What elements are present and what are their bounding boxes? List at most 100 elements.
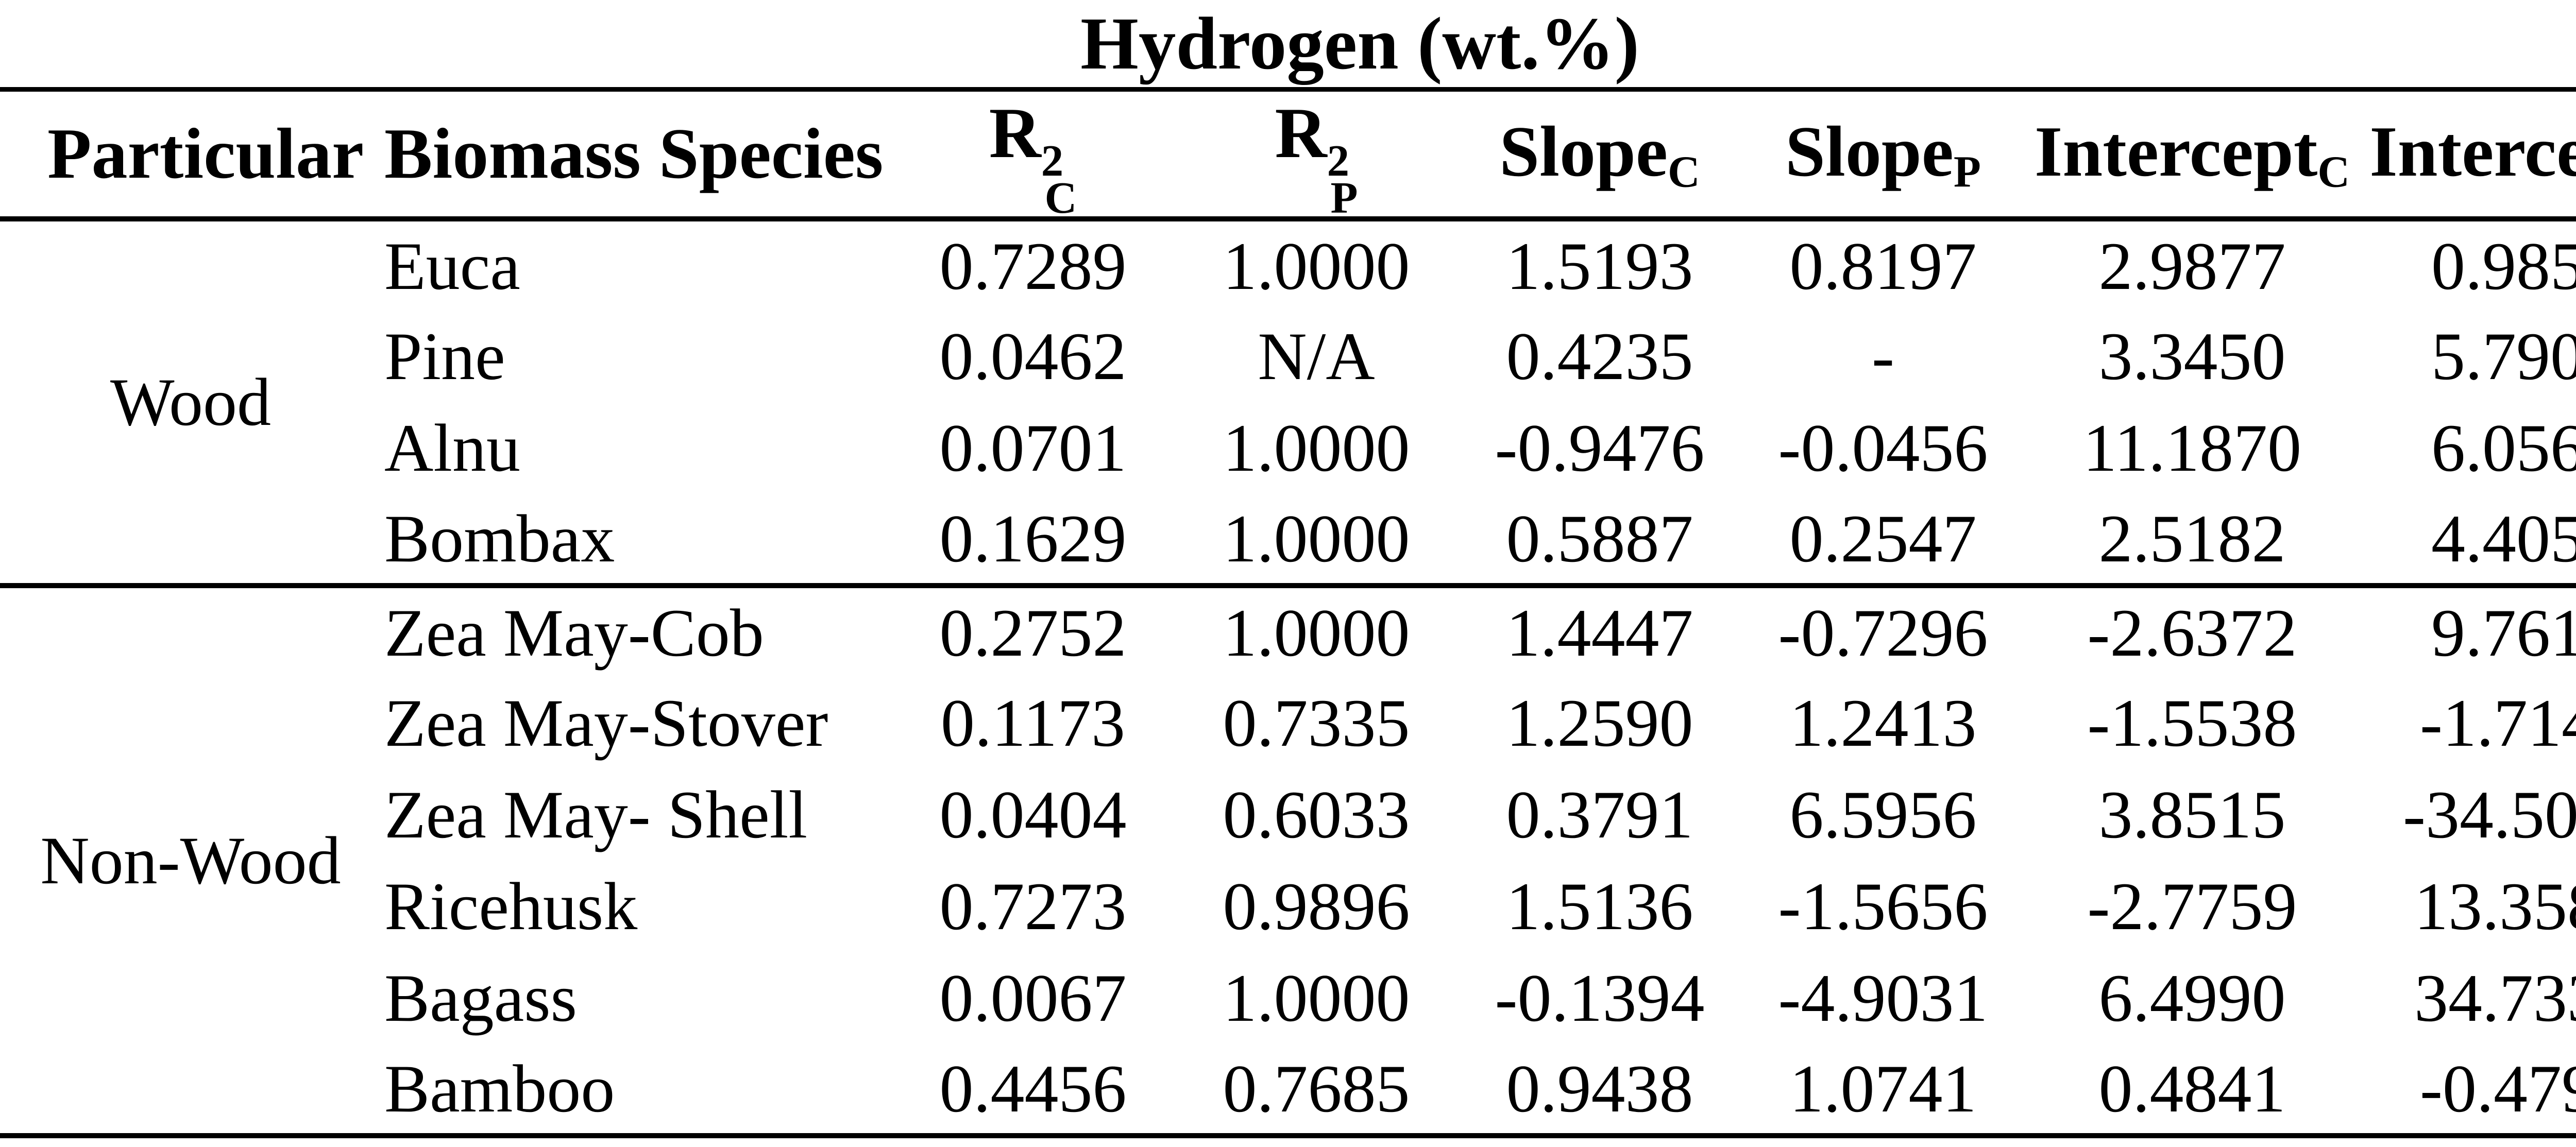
cell-r2c: 0.0462 (939, 318, 1127, 395)
page-title: Hydrogen (wt.%) (0, 0, 2576, 92)
cell-species: Ricehusk (384, 868, 638, 945)
cell-interceptc: 3.8515 (2098, 777, 2286, 853)
cell-interceptc: 11.1870 (2082, 410, 2302, 486)
cell-interceptp: 5.7900 (2431, 318, 2576, 395)
cell-slopep: 0.8197 (1789, 228, 1977, 304)
cell-slopec: 0.3791 (1506, 777, 1693, 853)
group-label-wood: Wood (0, 218, 381, 588)
cell-r2c: 0.0701 (939, 410, 1127, 486)
header-slopec: SlopeC (1458, 92, 1741, 221)
cell-r2p: 1.0000 (1175, 493, 1458, 588)
cell-species: Alnu (384, 410, 520, 486)
header-interceptc-sub: C (2317, 147, 2350, 197)
cell-r2p: 1.0000 (1223, 410, 1410, 486)
cell-slopec: 1.2590 (1506, 685, 1693, 761)
header-r2p-sup: 2 (1327, 136, 1349, 186)
cell-r2p: 0.7685 (1175, 1043, 1458, 1138)
cell-interceptp: 9.7617 (2431, 594, 2576, 671)
cell-interceptp: 13.3580 (2414, 868, 2576, 945)
table-row: Pine 0.0462 N/A 0.4235 - 3.3450 5.7900 (0, 311, 2576, 402)
cell-slopec: 0.9438 (1458, 1043, 1741, 1138)
cell-slopec: -0.9476 (1495, 410, 1705, 486)
cell-species: Euca (384, 228, 520, 304)
cell-slopep: - (1872, 318, 1894, 395)
header-slopep-base: Slope (1785, 112, 1954, 192)
cell-slopep: -0.7296 (1778, 594, 1988, 671)
table-row: Zea May- Shell 0.0404 0.6033 0.3791 6.59… (0, 769, 2576, 861)
cell-slopec: 1.5193 (1506, 228, 1693, 304)
table-row: Ricehusk 0.7273 0.9896 1.5136 -1.5656 -2… (0, 861, 2576, 952)
group-label-non-wood: Non-Wood (0, 585, 381, 1138)
header-interceptp-base: Intercept (2369, 112, 2576, 192)
cell-r2p: 0.6033 (1223, 777, 1410, 853)
cell-r2c: 0.4456 (891, 1043, 1175, 1138)
cell-interceptc: 3.3450 (2098, 318, 2286, 395)
header-interceptc: InterceptC (2025, 92, 2360, 221)
cell-slopep: 6.5956 (1789, 777, 1977, 853)
header-r2c-base: R (989, 93, 1041, 173)
cell-slopec: 0.5887 (1458, 493, 1741, 588)
cell-interceptc: 6.4990 (2098, 960, 2286, 1036)
cell-r2p: 1.0000 (1223, 228, 1410, 304)
cell-r2c: 0.7273 (939, 868, 1127, 945)
table-row: Alnu 0.0701 1.0000 -0.9476 -0.0456 11.18… (0, 402, 2576, 494)
table-row: Bamboo 0.4456 0.7685 0.9438 1.0741 0.484… (0, 1043, 2576, 1138)
cell-interceptp: 34.7330 (2414, 960, 2576, 1036)
table-row: Non-Wood Zea May-Cob 0.2752 1.0000 1.444… (0, 585, 2576, 1138)
cell-interceptc: -1.5538 (2087, 685, 2297, 761)
cell-interceptp: 0.9851 (2431, 228, 2576, 304)
header-slopec-base: Slope (1499, 112, 1668, 192)
cell-slopep: 1.0741 (1741, 1043, 2025, 1138)
cell-r2p: N/A (1258, 318, 1375, 395)
header-slopec-sub: C (1668, 147, 1700, 197)
cell-interceptc: 0.4841 (2025, 1043, 2360, 1138)
cell-r2c: 0.0067 (939, 960, 1127, 1036)
cell-r2c: 0.2752 (939, 594, 1127, 671)
cell-interceptp: -34.5000 (2403, 777, 2576, 853)
cell-slopec: 1.5136 (1506, 868, 1693, 945)
header-slopep: SlopeP (1741, 92, 2025, 221)
cell-r2p: 1.0000 (1223, 594, 1410, 671)
header-interceptp: InterceptP (2360, 92, 2576, 221)
cell-slopep: -0.0456 (1778, 410, 1988, 486)
table-row: Bagass 0.0067 1.0000 -0.1394 -4.9031 6.4… (0, 952, 2576, 1044)
cell-interceptp: 4.4059 (2360, 493, 2576, 588)
table-row: Wood Euca 0.7289 1.0000 1.5193 0.8197 2.… (0, 218, 2576, 588)
cell-interceptc: 2.9877 (2098, 228, 2286, 304)
cell-r2c: 0.1173 (940, 685, 1126, 761)
header-r2c-sub: C (1044, 173, 1077, 222)
cell-r2p: 0.7335 (1223, 685, 1410, 761)
cell-species: Zea May-Stover (384, 685, 828, 761)
cell-interceptp: -1.7143 (2420, 685, 2576, 761)
cell-slopep: 1.2413 (1789, 685, 1977, 761)
cell-r2c: 0.7289 (939, 228, 1127, 304)
cell-interceptc: 2.5182 (2025, 493, 2360, 588)
cell-r2p: 0.9896 (1223, 868, 1410, 945)
cell-species: Bagass (384, 960, 577, 1036)
cell-species: Zea May- Shell (384, 777, 808, 853)
header-interceptc-base: Intercept (2034, 112, 2318, 192)
cell-slopec: -0.1394 (1495, 960, 1705, 1036)
cell-interceptc: -2.7759 (2087, 868, 2297, 945)
cell-slopep: -4.9031 (1778, 960, 1988, 1036)
cell-slopep: 0.2547 (1741, 493, 2025, 588)
header-r2p-base: R (1275, 93, 1327, 173)
cell-slopep: -1.5656 (1778, 868, 1988, 945)
header-particular: Particular (0, 92, 381, 221)
cell-r2c: 0.1629 (891, 493, 1175, 588)
cell-slopec: 1.4447 (1506, 594, 1693, 671)
header-slopep-sub: P (1953, 147, 1981, 197)
header-biomass-species: Biomass Species (381, 92, 891, 221)
table-row: Zea May-Stover 0.1173 0.7335 1.2590 1.24… (0, 677, 2576, 769)
cell-species: Pine (384, 318, 505, 395)
cell-r2c: 0.0404 (939, 777, 1127, 853)
cell-species: Bamboo (381, 1043, 891, 1138)
cell-interceptp: -0.4794 (2360, 1043, 2576, 1138)
header-r2c-sup: 2 (1041, 136, 1064, 186)
